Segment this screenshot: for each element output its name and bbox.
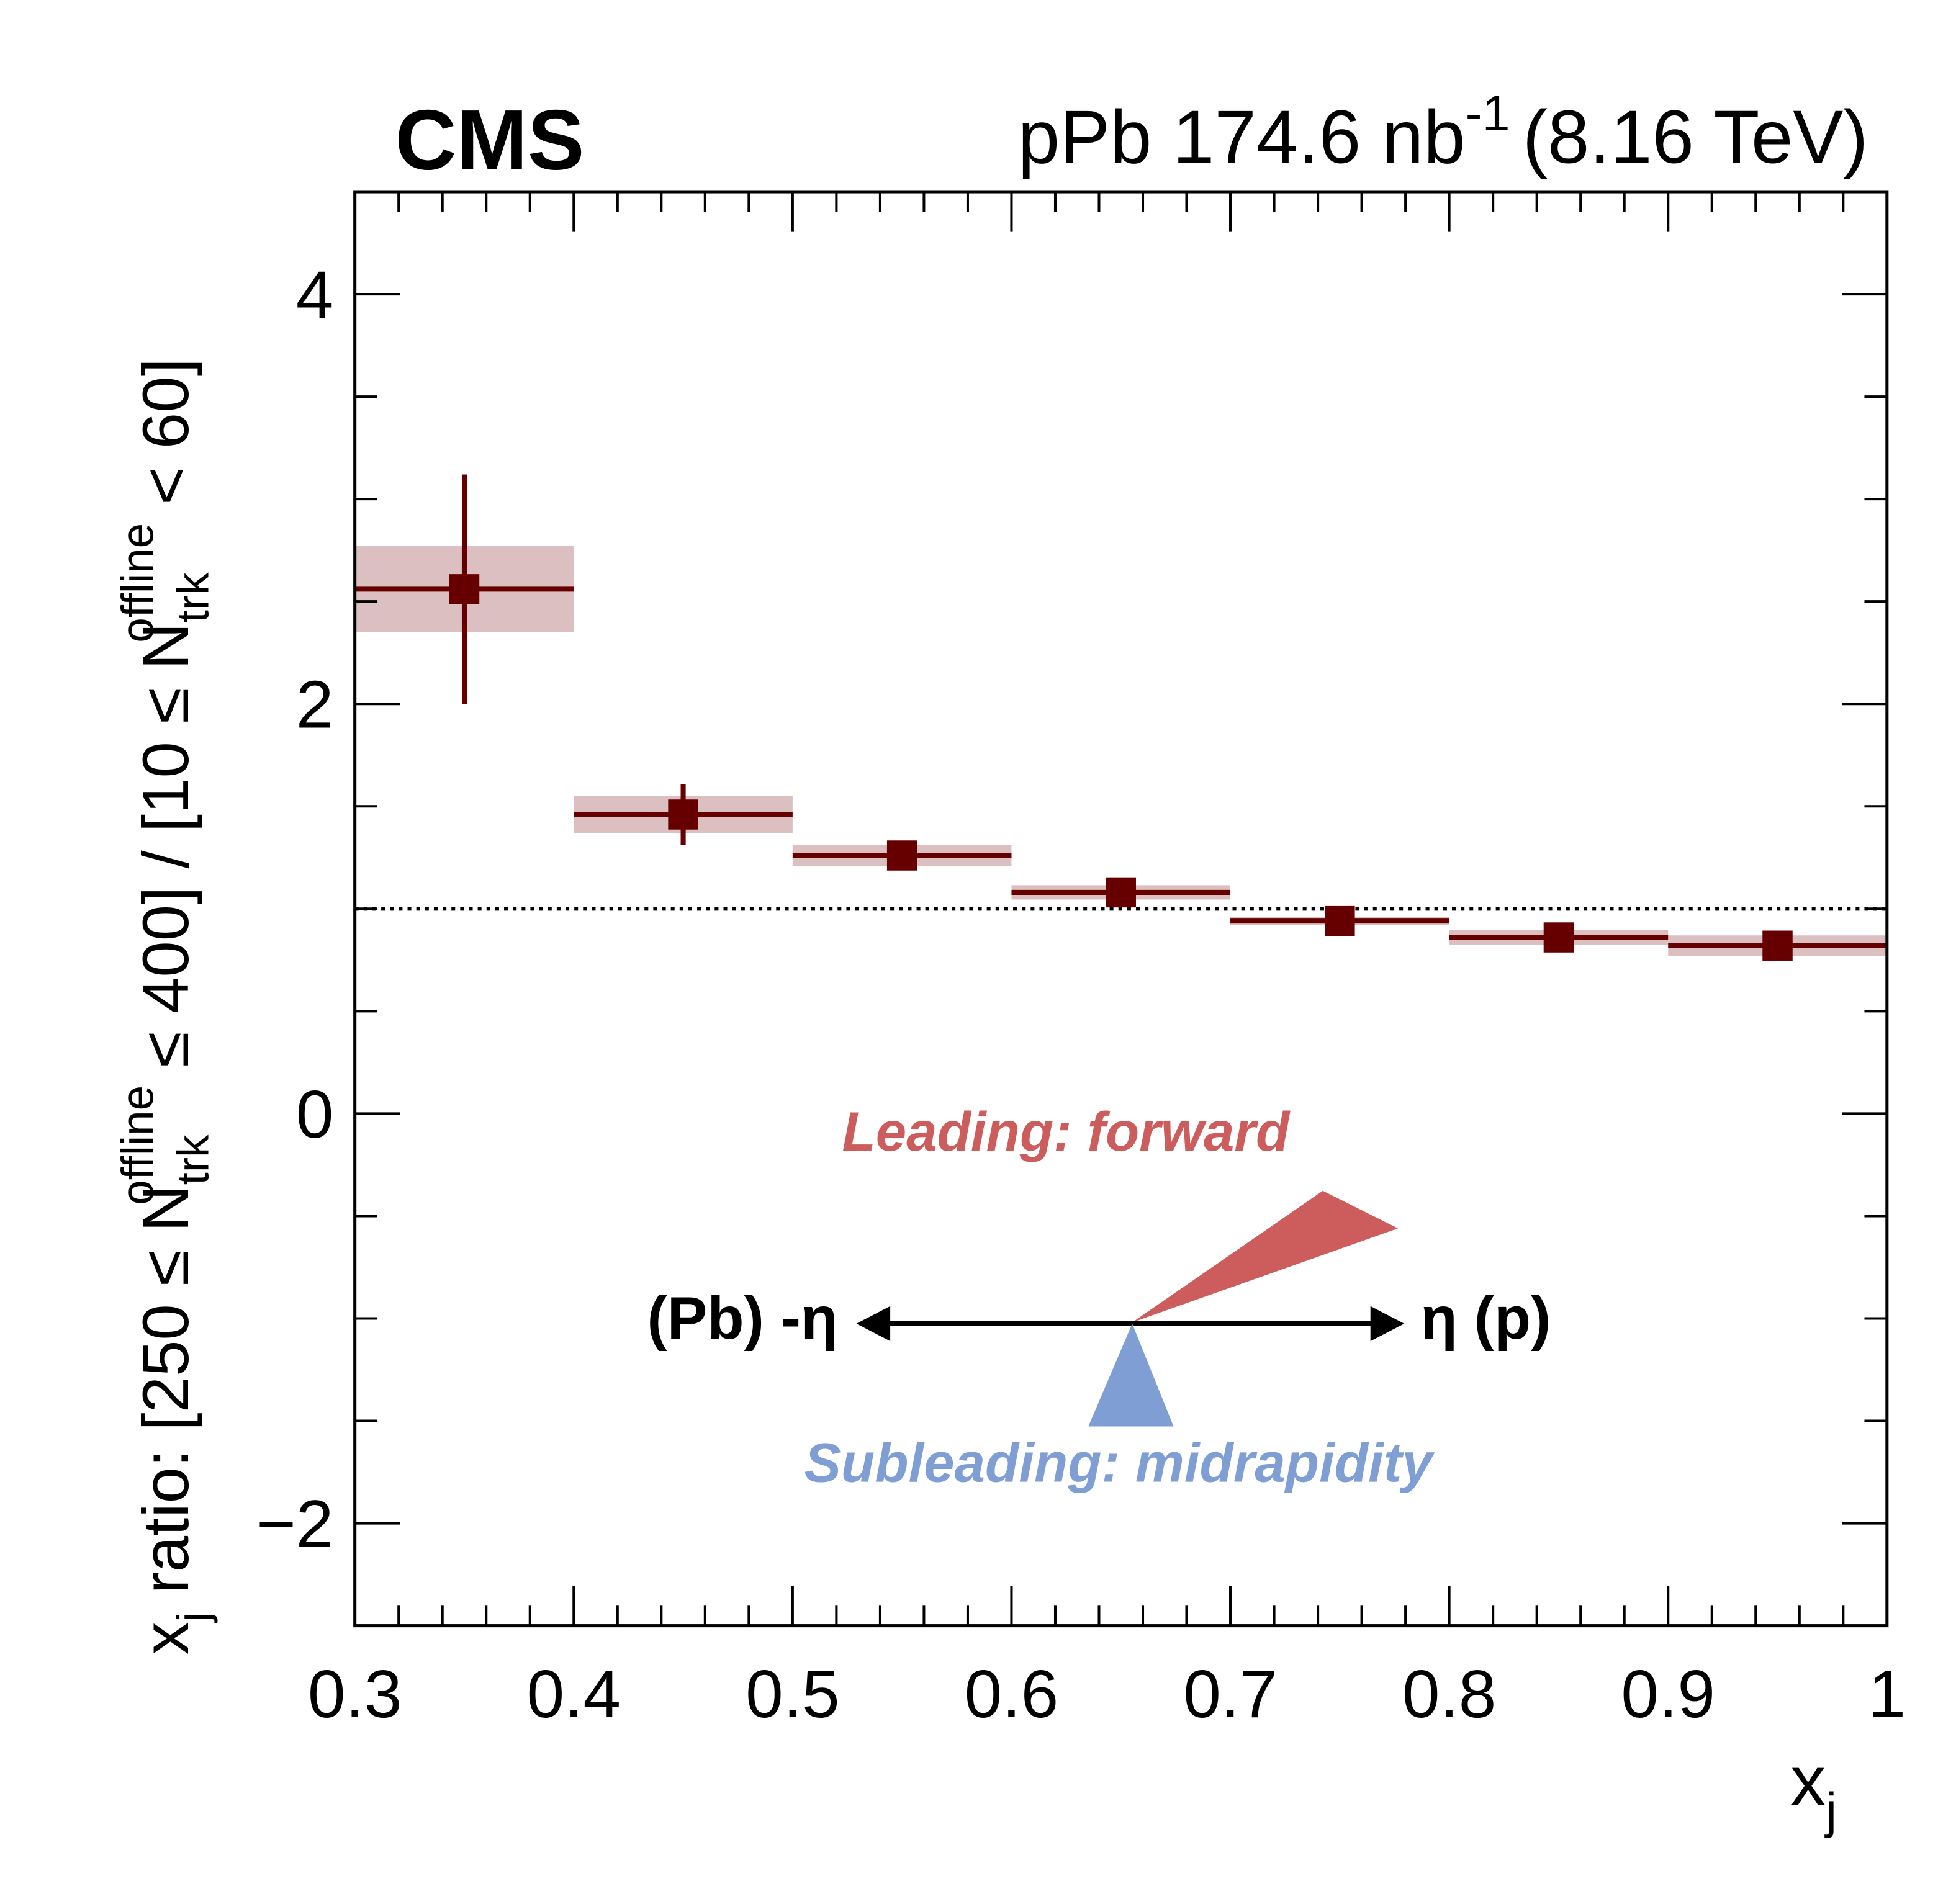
x-tick-label: 0.9 — [1621, 1656, 1715, 1732]
p-direction-label: η (p) — [1420, 1284, 1551, 1352]
data-point — [668, 799, 698, 830]
lumi-exponent: -1 — [1466, 86, 1510, 141]
data-point — [1106, 877, 1136, 908]
data-point — [1762, 930, 1793, 961]
luminosity-label: pPb 174.6 nb-1 (8.16 TeV) — [1018, 86, 1868, 179]
y-tick-label: 4 — [296, 257, 334, 333]
x-tick-label: 0.4 — [526, 1656, 621, 1732]
x-tick-label: 0.5 — [746, 1656, 840, 1732]
data-point — [1543, 922, 1574, 953]
lumi-text: pPb 174.6 nb — [1018, 95, 1466, 179]
y-tick-label: 0 — [296, 1077, 334, 1152]
plot-frame — [353, 190, 1889, 1628]
subleading-jet-wedge — [1088, 1323, 1174, 1427]
data-point — [449, 574, 480, 604]
x-tick-label: 0.8 — [1402, 1656, 1497, 1732]
pb-direction-label: (Pb) -η — [647, 1284, 837, 1352]
x-tick-label: 0.3 — [308, 1656, 402, 1732]
x-tick-label: 0.7 — [1183, 1656, 1278, 1732]
x-tick-labels: 0.3 0.4 0.5 0.6 0.7 0.8 0.9 1 — [308, 1656, 1906, 1732]
kinematics-diagram: Leading: forward (Pb) -η η (p) Subleadin… — [647, 1101, 1551, 1493]
arrow-right-head — [1370, 1306, 1405, 1342]
experiment-label: CMS — [395, 93, 584, 188]
x-tick-label: 0.6 — [965, 1656, 1059, 1732]
data-point — [1325, 905, 1355, 936]
arrow-left-head — [856, 1306, 891, 1342]
y-tick-label: −2 — [256, 1486, 333, 1562]
x-axis-title: xj — [1791, 1741, 1837, 1838]
data-points — [354, 474, 1887, 961]
x-tick-label: 1 — [1868, 1656, 1906, 1732]
y-tick-label: 2 — [296, 667, 334, 743]
leading-jet-wedge — [1132, 1190, 1399, 1322]
y-tick-labels: −2 0 2 4 — [256, 257, 333, 1562]
energy-text: (8.16 TeV) — [1523, 95, 1868, 179]
subleading-label: Subleading: midrapidity — [804, 1432, 1436, 1493]
data-point — [886, 840, 917, 871]
y-axis-title: xj ratio: [250 ≤ Ntrkoffline ≤ 400] / [1… — [113, 358, 219, 1655]
leading-label: Leading: forward — [842, 1101, 1290, 1162]
